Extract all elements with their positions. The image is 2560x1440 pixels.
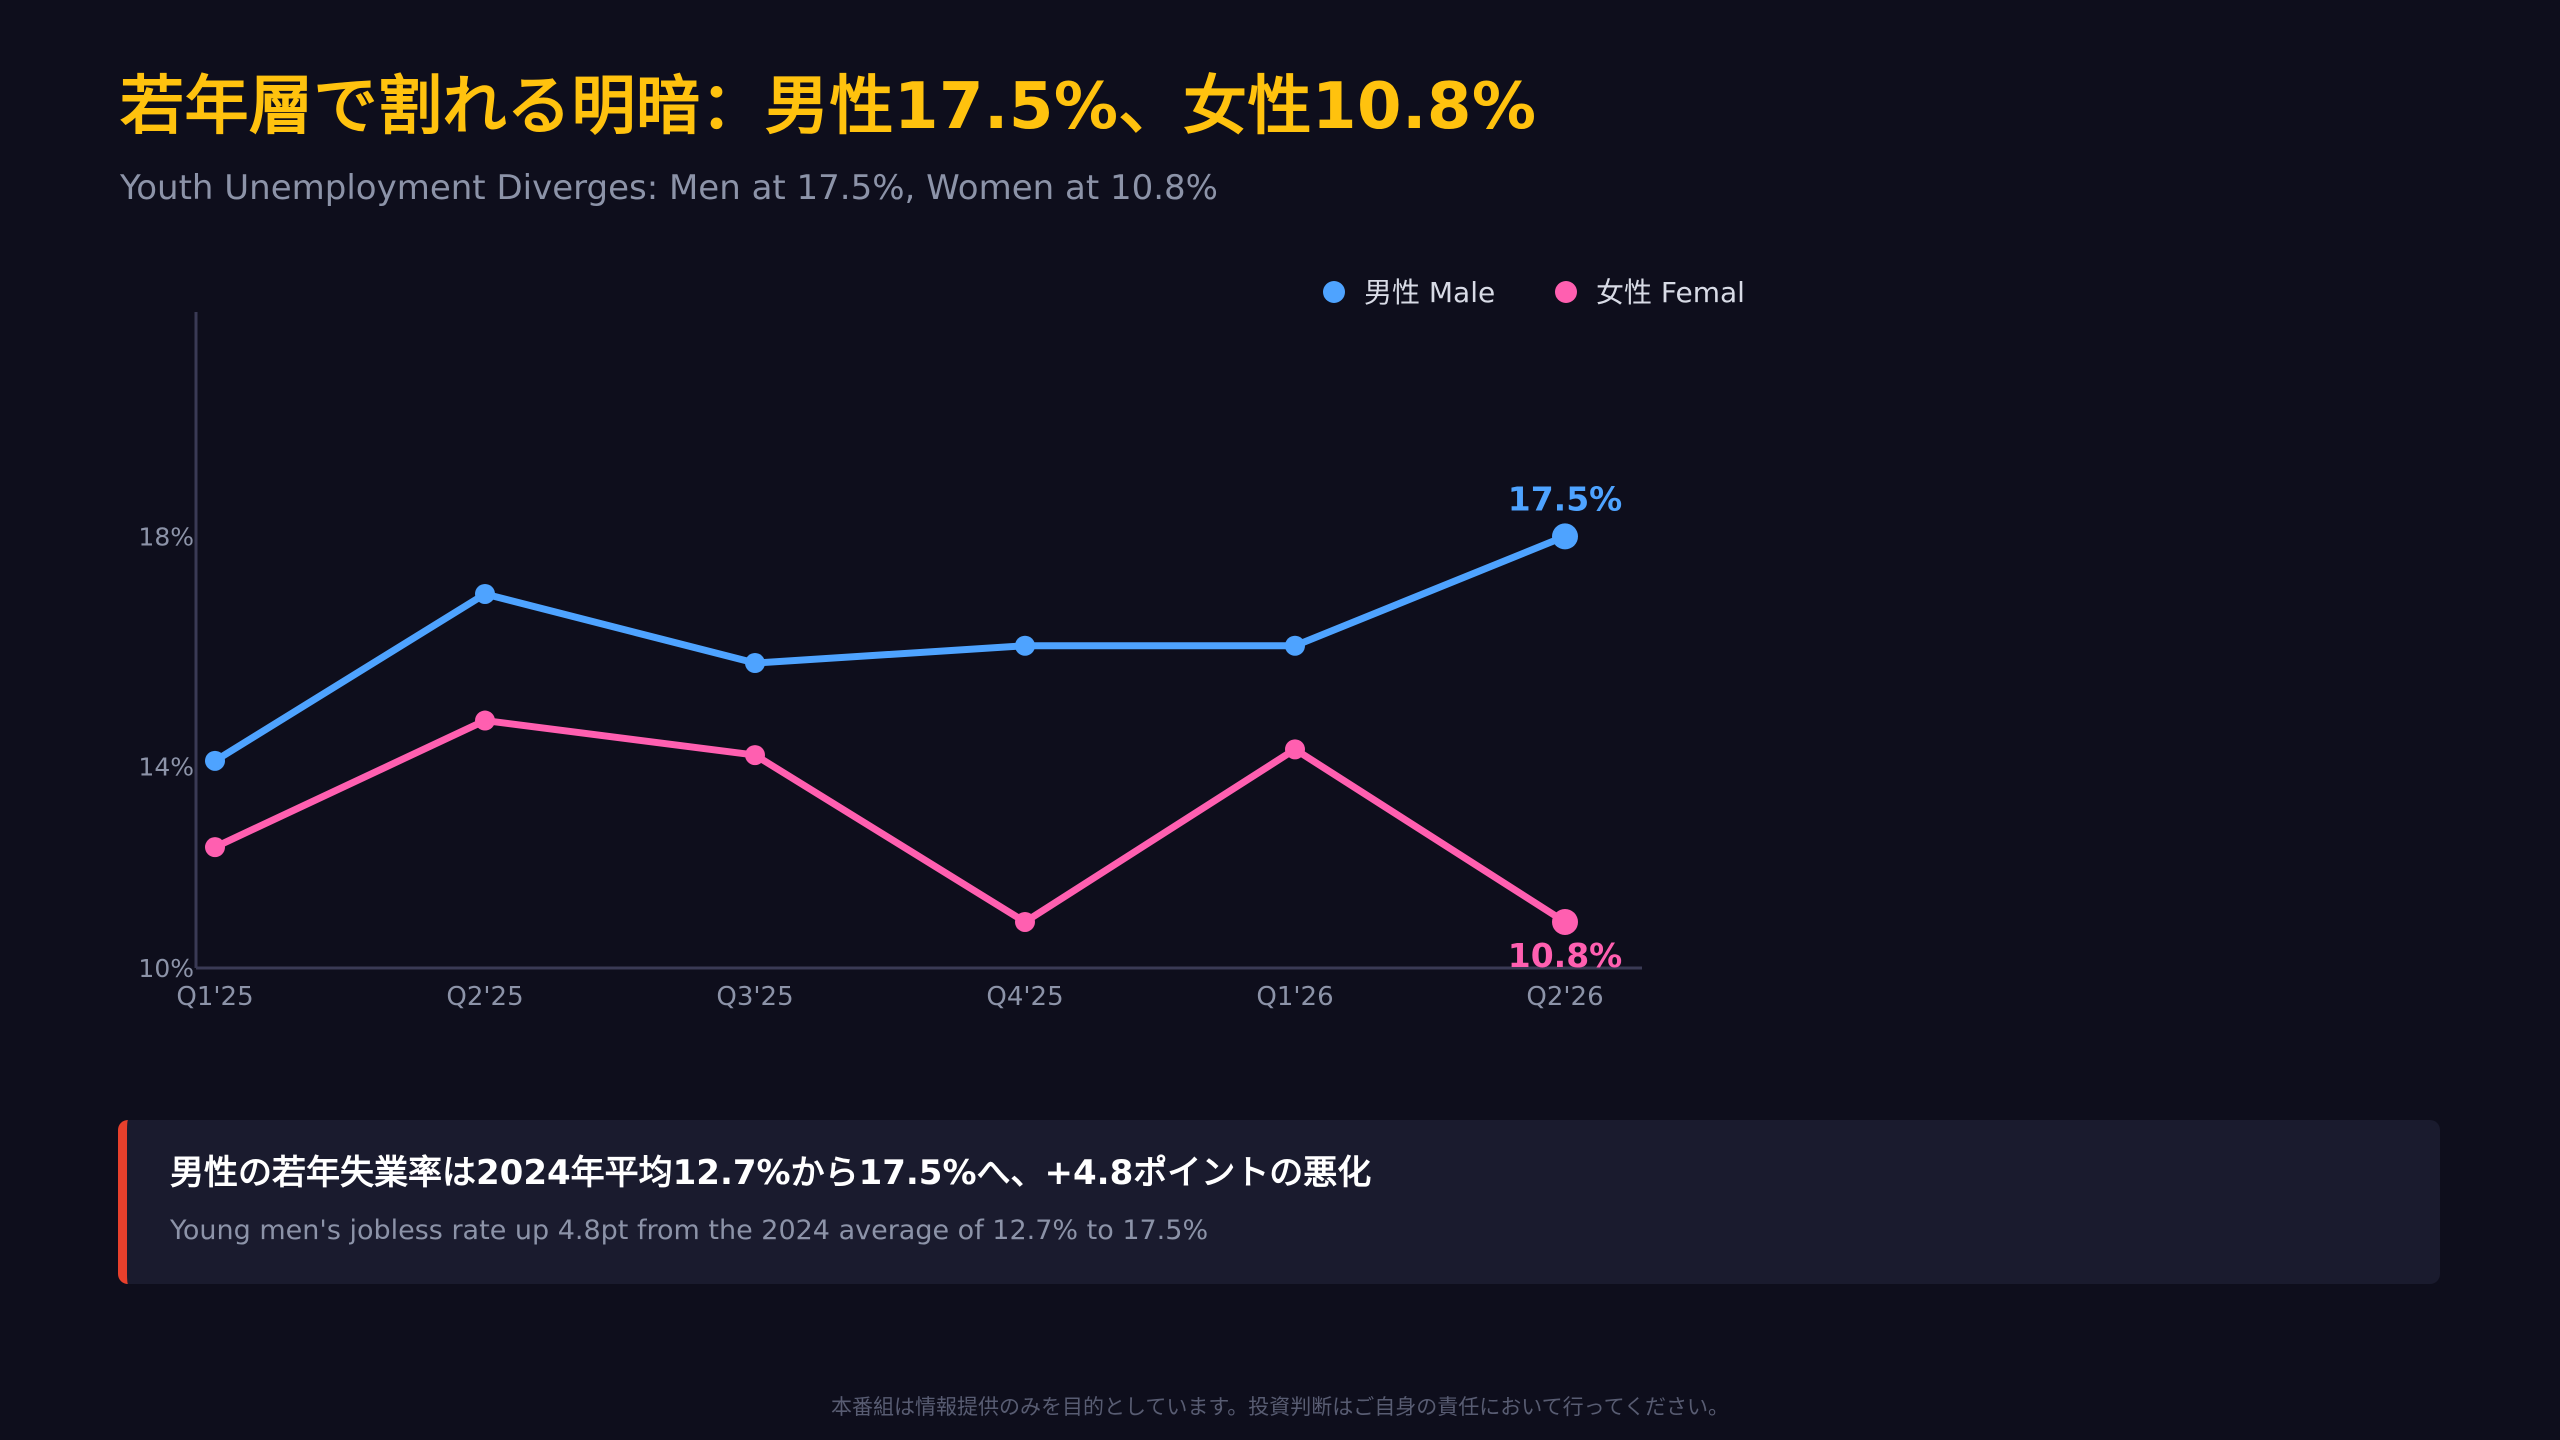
data-point-female (1015, 911, 1035, 932)
chart-data-points (205, 523, 1578, 935)
footer-disclaimer: 本番組は情報提供のみを目的としています。投資判断はご自身の責任において行ってくだ… (831, 1395, 1729, 1419)
insight-callout: 男性の若年失業率は2024年平均12.7%から17.5%へ、+4.8ポイントの悪… (118, 1120, 2440, 1284)
data-point-male (475, 583, 495, 604)
x-tick-label: Q2'25 (446, 982, 523, 1012)
chart-axes (194, 312, 1642, 970)
data-point-male (1285, 635, 1305, 656)
line-chart: 18%14%10%Q1'25 Q2'25 Q3'25 Q4'25 Q1'26 Q2'26 … (138, 276, 1745, 1012)
data-point-male (1552, 523, 1578, 550)
y-tick-label: 14% (138, 753, 194, 782)
data-point-male (745, 653, 765, 674)
legend-swatch-male (1323, 281, 1345, 303)
data-point-female (1552, 908, 1578, 935)
legend-swatch-female (1555, 281, 1577, 303)
page-subtitle: Youth Unemployment Diverges: Men at 17.5… (120, 168, 1218, 208)
x-tick-label: Q3'25 (716, 982, 793, 1012)
legend-label-female: 女性 Femal (1596, 276, 1745, 309)
x-tick-label: Q2'26 (1526, 982, 1603, 1012)
data-point-female (205, 837, 225, 858)
series-line-male (211, 532, 1569, 765)
end-value-label-male: 17.5% (1508, 479, 1623, 518)
legend-label-male: 男性 Male (1364, 276, 1495, 309)
y-tick-label: 10% (138, 954, 194, 983)
data-point-male (205, 750, 225, 771)
data-point-female (475, 710, 495, 731)
data-point-male (1015, 635, 1035, 656)
x-tick-label: Q1'25 (176, 982, 253, 1012)
chart-tick-labels: 18% 14% 10%Q1'25 Q2'25 Q3'25 Q4'25 Q1'26 Q2'26 (138, 522, 1603, 1012)
chart-data-labels: 17.5% 10.8% (1508, 479, 1623, 975)
y-tick-label: 18% (138, 522, 194, 551)
chart-series-lines (211, 532, 1569, 926)
data-point-female (745, 745, 765, 766)
x-tick-label: Q1'26 (1256, 982, 1333, 1012)
callout-heading: 男性の若年失業率は2024年平均12.7%から17.5%へ、+4.8ポイントの悪… (170, 1153, 1372, 1193)
chart-legend: 男性 Male 女性 Femal (1323, 276, 1745, 309)
series-line-female (211, 717, 1569, 926)
data-point-female (1285, 739, 1305, 760)
page-title: 若年層で割れる明暗：男性17.5%、女性10.8% (120, 70, 1537, 144)
x-tick-label: Q4'25 (986, 982, 1063, 1012)
callout-body: Young men's jobless rate up 4.8pt from t… (170, 1215, 1209, 1246)
end-value-label-female: 10.8% (1508, 936, 1623, 975)
